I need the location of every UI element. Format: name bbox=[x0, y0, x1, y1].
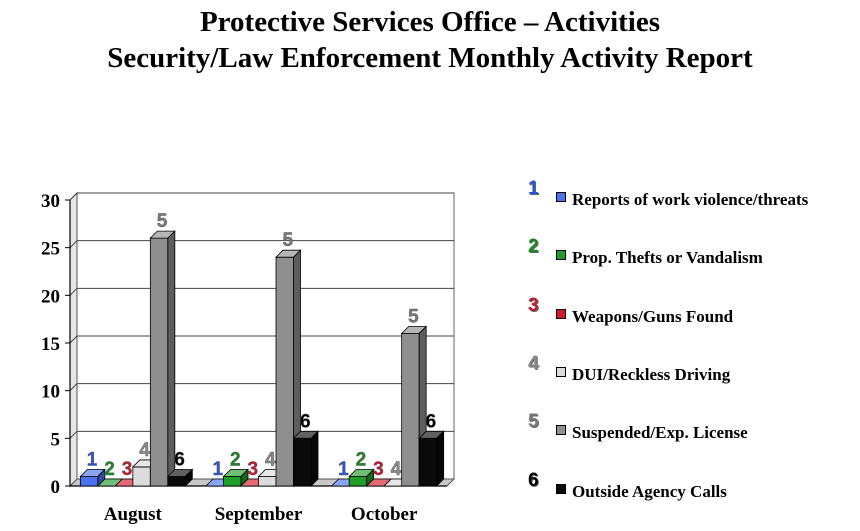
gridline bbox=[69, 240, 454, 249]
bar-series-marker: 1 bbox=[338, 459, 349, 480]
bar bbox=[132, 466, 151, 487]
gridline bbox=[69, 335, 454, 344]
bar-side bbox=[310, 430, 319, 487]
legend-swatch bbox=[556, 425, 566, 435]
bar-side bbox=[436, 430, 445, 487]
legend-series-number: 4 bbox=[528, 353, 539, 374]
bar-series-marker: 2 bbox=[104, 459, 115, 480]
bar-series-marker: 4 bbox=[265, 449, 276, 470]
legend-swatch bbox=[556, 192, 566, 202]
legend-label: Reports of work violence/threats bbox=[572, 190, 809, 209]
bar-series-marker: 5 bbox=[282, 230, 293, 251]
bar-side bbox=[184, 468, 193, 487]
bar-series-marker: 3 bbox=[122, 459, 133, 480]
bar bbox=[418, 437, 438, 487]
title-line-2: Security/Law Enforcement Monthly Activit… bbox=[107, 42, 753, 74]
bar-series-marker: 2 bbox=[230, 449, 241, 470]
x-category-label: October bbox=[351, 504, 418, 525]
legend-series-number: 2 bbox=[528, 236, 539, 257]
bar bbox=[401, 333, 420, 487]
bar-series-marker: 4 bbox=[391, 459, 402, 480]
y-tick-label: 10 bbox=[41, 382, 60, 403]
legend-label: Outside Agency Calls bbox=[572, 482, 727, 501]
legend-series-number: 6 bbox=[528, 470, 539, 491]
bar-series-marker: 6 bbox=[174, 449, 185, 470]
bar bbox=[223, 476, 242, 487]
y-tick-label: 20 bbox=[41, 286, 60, 307]
bar-series-marker: 5 bbox=[157, 211, 168, 232]
y-tick-label: 0 bbox=[51, 477, 61, 498]
bar-series-marker: 1 bbox=[212, 459, 223, 480]
legend-label: Suspended/Exp. License bbox=[572, 423, 748, 442]
y-tick-label: 15 bbox=[41, 334, 60, 355]
legend-swatch bbox=[556, 250, 566, 260]
gridline bbox=[69, 287, 454, 296]
legend-series-number: 5 bbox=[528, 411, 539, 432]
y-tick-label: 25 bbox=[41, 239, 60, 260]
legend-label: Weapons/Guns Found bbox=[572, 307, 734, 326]
bar-series-marker: 5 bbox=[408, 306, 419, 327]
bar-series-marker: 1 bbox=[87, 449, 98, 470]
y-tick-label: 5 bbox=[51, 429, 61, 450]
bar-series-marker: 3 bbox=[373, 459, 384, 480]
x-category-label: August bbox=[104, 504, 163, 525]
bar bbox=[348, 476, 368, 487]
chart-title: Protective Services Office – Activities … bbox=[0, 4, 860, 76]
bar bbox=[275, 256, 294, 487]
x-category-label: September bbox=[215, 504, 303, 525]
legend-label: DUI/Reckless Driving bbox=[572, 365, 731, 384]
bar-side bbox=[167, 230, 176, 487]
legend-swatch bbox=[556, 484, 566, 494]
legend-swatch bbox=[556, 309, 566, 319]
bar-series-marker: 2 bbox=[356, 449, 367, 470]
gridline bbox=[69, 192, 454, 201]
bar bbox=[258, 476, 277, 487]
gridline bbox=[69, 383, 454, 392]
legend-series-number: 3 bbox=[528, 295, 539, 316]
bar-series-marker: 6 bbox=[426, 411, 437, 432]
bar bbox=[149, 237, 169, 487]
bar-series-marker: 6 bbox=[300, 411, 311, 432]
legend-series-number: 1 bbox=[528, 178, 539, 199]
y-tick-label: 30 bbox=[41, 191, 60, 212]
bar bbox=[79, 476, 99, 487]
title-line-1: Protective Services Office – Activities bbox=[199, 6, 661, 38]
legend-swatch bbox=[556, 367, 566, 377]
bar-series-marker: 4 bbox=[139, 440, 150, 461]
gridline bbox=[69, 430, 454, 439]
bar bbox=[293, 437, 312, 487]
legend-label: Prop. Thefts or Vandalism bbox=[572, 248, 763, 267]
bar bbox=[167, 476, 186, 487]
bar-series-marker: 3 bbox=[247, 459, 258, 480]
